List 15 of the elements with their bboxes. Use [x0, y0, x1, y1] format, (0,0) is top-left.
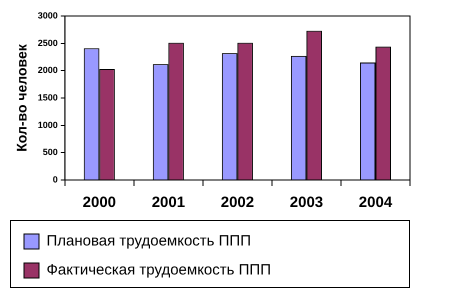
x-tick-label: 2004	[358, 194, 393, 212]
y-tick-label: 2000	[38, 65, 58, 76]
y-tick-label: 2500	[38, 38, 58, 48]
y-tick-label: 1500	[38, 92, 58, 102]
x-tick-label: 2003	[290, 194, 324, 212]
y-axis-title: Кол-во человек	[13, 43, 30, 152]
legend-label: Плановая трудоемкость ППП	[46, 232, 251, 250]
y-tick-label: 3000	[38, 10, 58, 20]
y-tick-label: 500	[42, 147, 58, 158]
legend-label: Фактическая трудоемкость ППП	[46, 262, 271, 279]
y-tick-label: 1000	[38, 120, 58, 130]
x-tick-label: 2002	[220, 194, 254, 212]
y-tick-label: 0	[52, 174, 58, 184]
x-tick-label: 2001	[152, 194, 186, 212]
x-tick-label: 2000	[82, 194, 116, 212]
